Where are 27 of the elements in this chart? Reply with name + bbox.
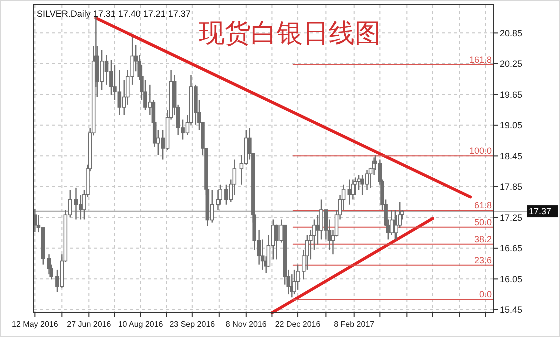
annotation: SILVER.Daily 17.31 17.40 17.21 17.37 (37, 9, 191, 19)
x-tick-label: 8 Feb 2017 (334, 320, 376, 329)
series-label: 50.0 (474, 217, 492, 228)
series-label: 61.8 (474, 200, 492, 211)
series-label: 161.8 (469, 54, 492, 65)
x-tick-label: 22 Dec 2016 (275, 320, 322, 329)
y-tick-label: 20.85 (500, 28, 523, 38)
x-tick-label: 10 Aug 2016 (118, 320, 164, 329)
y-tick-label: 15.45 (500, 305, 523, 316)
x-tick-label: 8 Nov 2016 (226, 320, 268, 329)
y-tick-label: 18.45 (500, 151, 523, 162)
y-tick-label: 16.65 (500, 244, 523, 254)
y-tick-label: 20.25 (500, 59, 523, 70)
series-label: 23.6 (474, 255, 492, 266)
x-tick-label: 23 Sep 2016 (170, 320, 216, 329)
y-tick-label: 17.25 (500, 212, 523, 223)
series-label: 100.0 (469, 146, 492, 156)
y-tick-label: 16.05 (500, 274, 523, 284)
text: 现货白银日线图 (199, 19, 381, 49)
y-tick-label: 19.65 (500, 90, 523, 100)
series-label: 0.0 (479, 290, 492, 300)
x-tick-label: 12 May 2016 (12, 320, 59, 329)
y-tick-label: 19.05 (500, 120, 523, 131)
series-label: 38.2 (474, 234, 492, 244)
x-tick-label: 27 Jun 2016 (67, 320, 112, 329)
ref-line-label: 17.37 (529, 206, 552, 217)
y-tick-label: 17.85 (500, 182, 523, 192)
